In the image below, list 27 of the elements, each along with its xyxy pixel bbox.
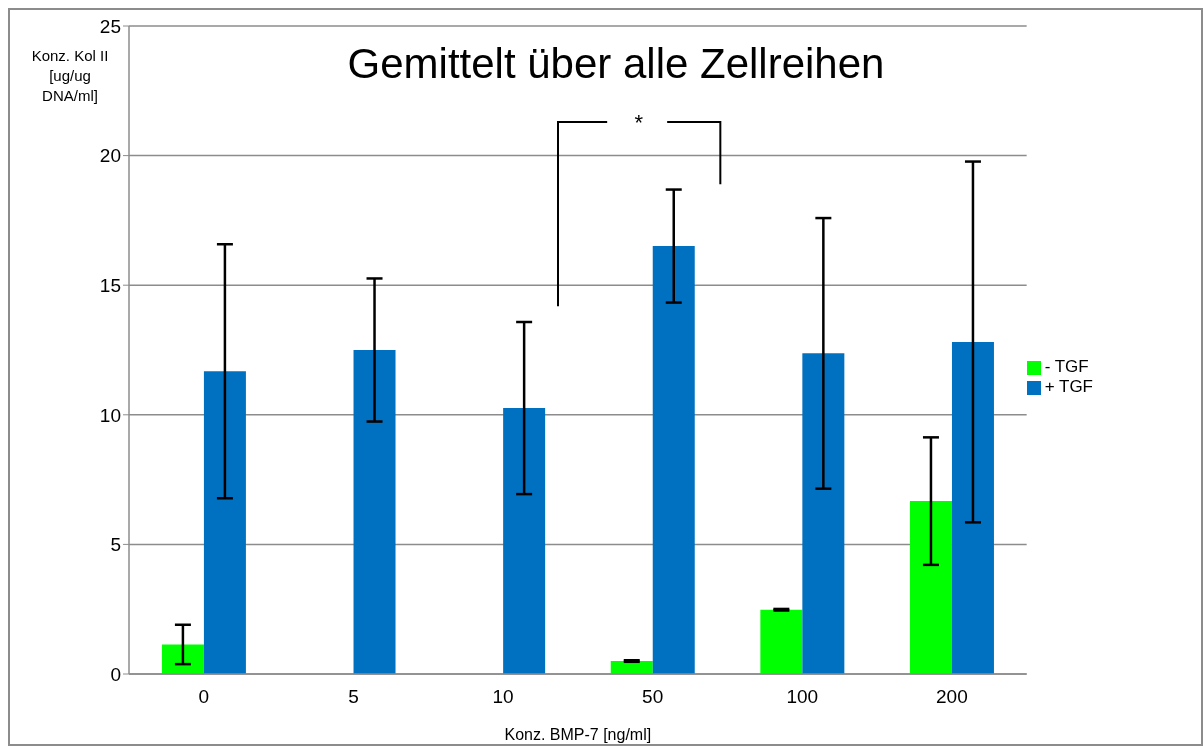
bar (652, 246, 695, 674)
bar (203, 371, 246, 674)
legend-label: - TGF (1044, 357, 1089, 376)
bar (909, 501, 952, 674)
bar (161, 644, 204, 674)
bar (503, 408, 546, 674)
annotation: * (633, 110, 644, 137)
legend-label: + TGF (1044, 377, 1093, 396)
bar (951, 341, 994, 674)
bar (353, 350, 396, 674)
y-tick-label: 15 (99, 274, 121, 296)
x-tick-label: 10 (492, 686, 514, 708)
y-tick-label: 0 (110, 663, 121, 685)
x-tick-label: 0 (198, 686, 210, 708)
bar (802, 353, 845, 674)
y-tick-label: 20 (99, 145, 121, 167)
x-axis-title: Konz. BMP-7 [ng/ml] (504, 726, 652, 743)
y-tick-label: 5 (110, 534, 121, 556)
y-tick-label: 25 (99, 15, 121, 37)
x-tick-label: 100 (786, 686, 819, 708)
bar (760, 609, 803, 674)
x-tick-label: 50 (642, 686, 664, 708)
x-tick-label: 5 (348, 686, 359, 708)
chart-title: Gemittelt über alle Zellreihen (346, 40, 886, 88)
x-tick-label: 200 (936, 686, 968, 708)
y-tick-label: 10 (99, 404, 121, 426)
y-axis-title: Konz. Kol II [ug/ug DNA/ml] (30, 46, 110, 106)
